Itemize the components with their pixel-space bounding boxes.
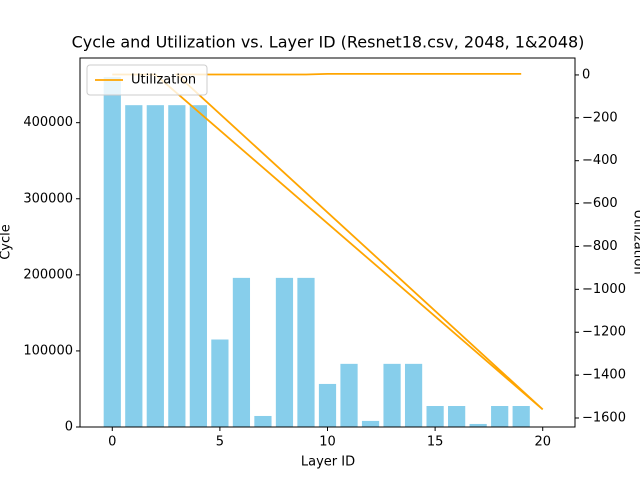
bar <box>146 105 164 427</box>
y-tick-label: 0 <box>65 420 73 435</box>
x-tick-label: 10 <box>319 435 336 450</box>
y-tick-label: 200000 <box>23 267 73 282</box>
y2-tick-label: −400 <box>582 153 618 168</box>
bar <box>211 339 229 427</box>
bar <box>491 406 509 427</box>
x-tick-label: 15 <box>427 435 444 450</box>
y2-tick-label: −1200 <box>582 325 626 340</box>
bar <box>297 277 315 427</box>
bar <box>426 406 444 427</box>
bar <box>340 363 358 427</box>
x-tick-label: 0 <box>108 435 116 450</box>
x-tick-label: 5 <box>216 435 224 450</box>
chart-title: Cycle and Utilization vs. Layer ID (Resn… <box>72 33 585 52</box>
y-axis-label: Cycle <box>0 224 14 260</box>
bar <box>189 105 207 427</box>
bar <box>103 77 121 427</box>
bar <box>168 105 186 427</box>
x-axis-label: Layer ID <box>301 455 355 470</box>
y2-tick-label: −800 <box>582 239 618 254</box>
y-tick-label: 400000 <box>23 115 73 130</box>
y2-tick-label: −200 <box>582 110 618 125</box>
bar <box>512 406 530 427</box>
y2-tick-label: −1600 <box>582 410 626 425</box>
y-tick-label: 100000 <box>23 343 73 358</box>
legend-label: Utilization <box>131 73 196 88</box>
y-tick-label: 300000 <box>23 191 73 206</box>
y2-tick-label: −1400 <box>582 368 626 383</box>
bar <box>318 383 337 427</box>
bar <box>448 406 466 427</box>
y2-tick-label: 0 <box>582 67 590 82</box>
bar <box>404 363 423 427</box>
bar <box>232 277 251 427</box>
bar <box>275 277 294 427</box>
bar <box>469 423 487 427</box>
line <box>112 72 544 411</box>
y2-tick-label: −1000 <box>582 282 626 297</box>
legend-box <box>86 64 208 96</box>
bar <box>125 105 143 427</box>
bar <box>361 420 380 427</box>
bar <box>254 415 272 427</box>
x-tick-label: 20 <box>534 435 551 450</box>
y2-tick-label: −600 <box>582 196 618 211</box>
bar <box>383 363 401 427</box>
y2-axis-label: Utilization <box>631 209 640 274</box>
